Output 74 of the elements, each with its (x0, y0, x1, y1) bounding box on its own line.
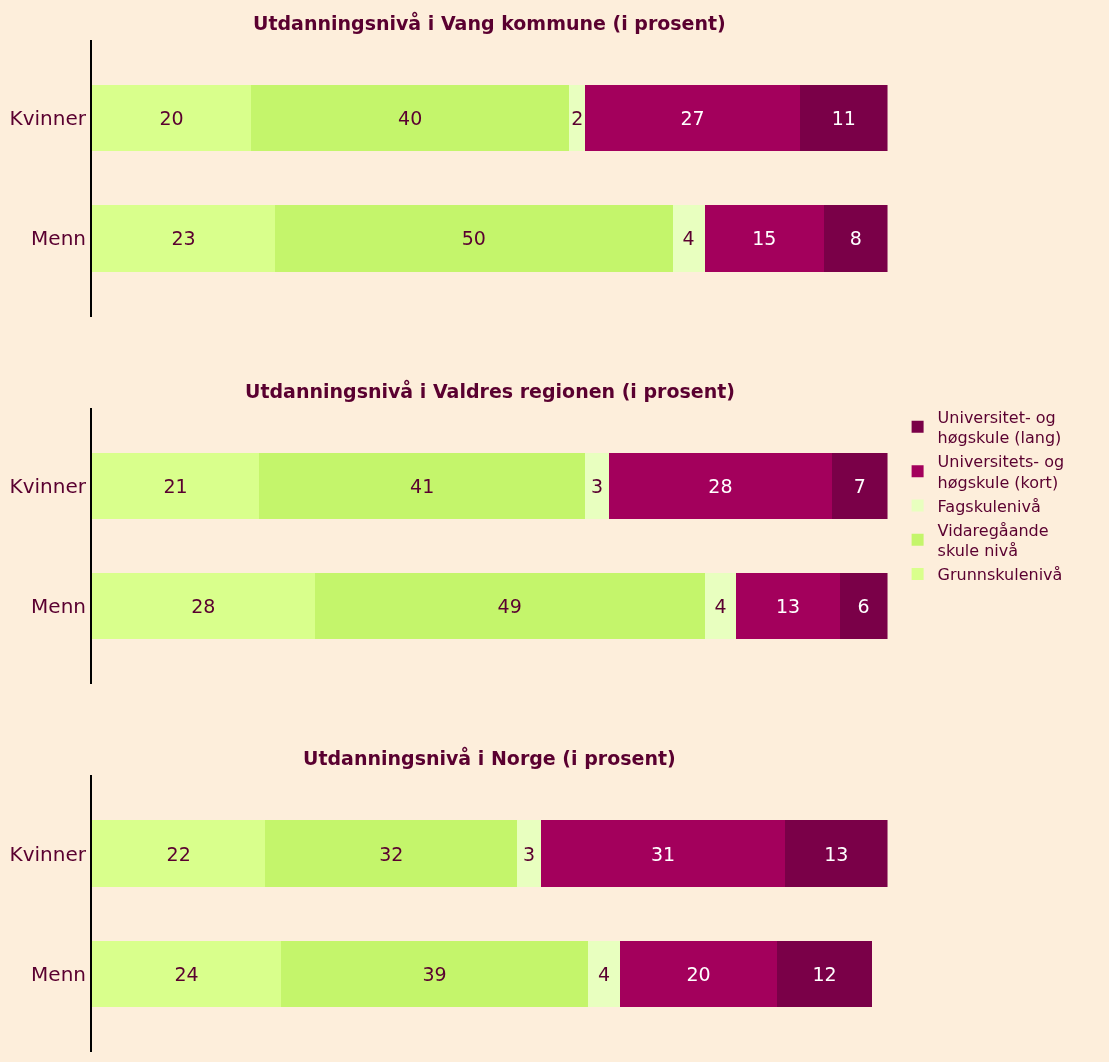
y-tick-label: Menn (31, 594, 86, 619)
bar (839, 573, 888, 640)
data-label: 11 (831, 107, 856, 130)
y-tick-label: Kvinner (9, 841, 87, 866)
bar (92, 940, 282, 1007)
chart-title: Utdanningsnivå i Valdres regionen (i prosent) (245, 379, 736, 402)
bar (823, 205, 888, 272)
data-label: 7 (853, 474, 866, 497)
data-label: 40 (398, 107, 423, 130)
y-tick-label: Menn (31, 961, 86, 986)
bar (281, 940, 589, 1007)
data-label: 49 (497, 595, 522, 618)
legend-label: Universitets- og høgskule (kort) (937, 452, 1065, 492)
data-label: 4 (714, 595, 727, 618)
data-label: 31 (650, 842, 676, 865)
bar (672, 205, 705, 272)
data-label: 4 (682, 227, 695, 250)
bar (585, 85, 801, 152)
bar (736, 573, 840, 640)
data-label: 13 (776, 595, 801, 618)
bar (274, 205, 673, 272)
data-label: 15 (752, 227, 777, 250)
bar (704, 573, 737, 640)
data-label: 3 (591, 474, 604, 497)
y-tick-label: Kvinner (9, 473, 87, 498)
data-label: 21 (163, 474, 188, 497)
bar (92, 85, 252, 152)
data-label: 24 (174, 962, 199, 985)
bar (92, 452, 260, 519)
bar (800, 85, 888, 152)
legend-label: Vidaregåande skule nivå (937, 520, 1049, 561)
chart-title: Utdanningsnivå i Norge (i prosent) (303, 746, 676, 769)
bar (265, 820, 518, 887)
data-label: 50 (461, 227, 486, 250)
legend-label: Grunnskulenivå (937, 565, 1063, 585)
data-label: 3 (523, 842, 536, 865)
bar (92, 820, 266, 887)
data-label: 32 (379, 842, 404, 865)
legend-label: Fagskulenivå (937, 496, 1041, 516)
data-label: 39 (422, 962, 447, 985)
data-label: 12 (812, 962, 837, 985)
y-tick-label: Menn (31, 226, 86, 251)
bar (259, 452, 586, 519)
data-label: 13 (824, 842, 849, 865)
data-label: 22 (166, 842, 191, 865)
data-label: 28 (708, 474, 733, 497)
bar (569, 85, 586, 152)
bar (585, 452, 610, 519)
bar (619, 940, 778, 1007)
bar (251, 85, 570, 152)
bar (588, 940, 620, 1007)
bar (517, 820, 541, 887)
bar (92, 573, 315, 640)
data-label: 20 (159, 107, 184, 130)
data-label: 23 (171, 227, 196, 250)
bar (540, 820, 786, 887)
data-label: 8 (849, 227, 862, 250)
data-label: 28 (191, 595, 216, 618)
data-label: 27 (680, 107, 705, 130)
bar (609, 452, 832, 519)
chart-title: Utdanningsnivå i Vang kommune (i prosent) (253, 11, 726, 34)
data-label: 41 (410, 474, 435, 497)
data-label: 6 (857, 595, 870, 618)
legend-label: Universitet- og høgskule (lang) (937, 407, 1062, 448)
data-label: 4 (597, 962, 611, 985)
y-tick-label: Kvinner (9, 106, 87, 131)
bar (92, 205, 275, 272)
data-label: 20 (686, 962, 711, 985)
bar (831, 452, 888, 519)
bar (785, 820, 888, 887)
bar (314, 573, 705, 640)
bar (704, 205, 824, 272)
bar (777, 940, 872, 1007)
data-label: 2 (571, 107, 584, 130)
